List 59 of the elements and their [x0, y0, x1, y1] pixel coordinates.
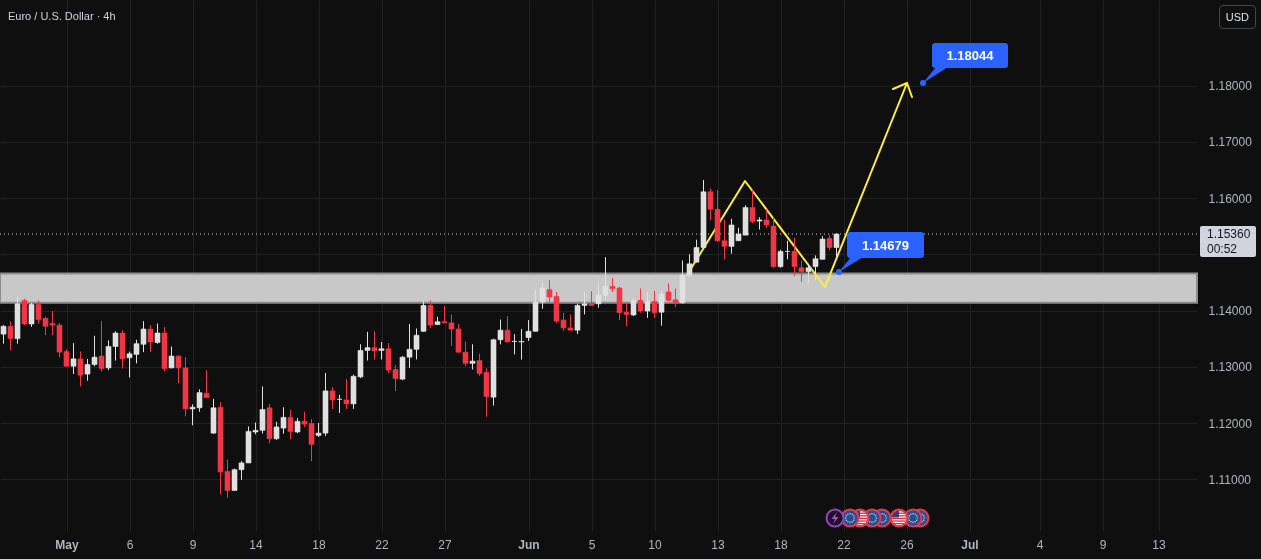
candlestick	[329, 386, 336, 410]
candlestick	[98, 320, 105, 372]
candlestick	[154, 322, 161, 345]
candlestick	[644, 291, 651, 319]
y-tick-label: 1.17000	[1208, 135, 1253, 150]
candlestick	[77, 351, 84, 387]
x-tick-label: 9	[189, 537, 197, 552]
x-tick-label: 14	[249, 537, 263, 552]
x-tick-label: 5	[588, 537, 596, 552]
x-tick-label: Jun	[518, 537, 540, 552]
x-tick-label: 18	[312, 537, 326, 552]
y-tick-label: 1.18000	[1208, 79, 1253, 93]
candlestick	[637, 288, 644, 314]
x-tick-label: 10	[648, 537, 662, 552]
candlestick	[805, 263, 812, 284]
candlestick	[651, 290, 658, 319]
candlestick	[469, 343, 476, 371]
y-tick-label: 1.12000	[1208, 416, 1253, 431]
candlestick	[203, 369, 210, 399]
candlestick	[287, 409, 294, 440]
x-tick-label: 26	[900, 537, 914, 552]
y-tick-label: 1.11000	[1208, 472, 1252, 487]
x-tick-label: 22	[837, 537, 851, 552]
annotation: 1.14679	[862, 237, 909, 253]
candlestick	[70, 342, 77, 375]
y-tick-label: 1.13000	[1208, 360, 1253, 375]
x-tick-label: 13	[711, 537, 725, 552]
candlestick	[658, 290, 665, 327]
candlestick	[21, 298, 28, 326]
candlestick	[427, 299, 434, 329]
x-tick-label: 13	[1152, 537, 1166, 552]
candlestick	[28, 302, 35, 328]
x-tick-label: 22	[375, 537, 389, 552]
candlestick	[0, 324, 7, 345]
candlestick	[504, 315, 511, 343]
y-tick-label: 1.16000	[1208, 191, 1253, 206]
text: Euro / U.S. Dollar · 4h	[8, 10, 116, 22]
x-tick-label: 6	[126, 537, 134, 552]
currency-button: USD	[1218, 5, 1256, 29]
x-tick-label: 18	[774, 537, 788, 552]
candlestick	[343, 378, 350, 410]
candlestick	[791, 237, 798, 277]
text: 00:52	[1207, 242, 1238, 256]
candlestick	[147, 324, 154, 353]
x-tick-label: 27	[438, 537, 452, 552]
x-tick-label: Jul	[961, 537, 979, 552]
candlestick	[833, 232, 840, 258]
candlestick	[168, 346, 175, 369]
x-tick-label: 4	[1036, 537, 1044, 552]
y-tick-label: 1.14000	[1208, 304, 1253, 318]
ref-line-label: 1.15360	[1207, 227, 1251, 241]
x-tick-label: May	[55, 537, 79, 552]
candlestick	[749, 189, 756, 224]
candlestick	[371, 330, 378, 360]
annotation: 1.18044	[946, 48, 995, 63]
x-tick-label: 9	[1099, 537, 1107, 552]
candlestick	[798, 259, 805, 283]
y-axis-title: USD	[1225, 11, 1249, 23]
candlestick	[7, 320, 14, 351]
